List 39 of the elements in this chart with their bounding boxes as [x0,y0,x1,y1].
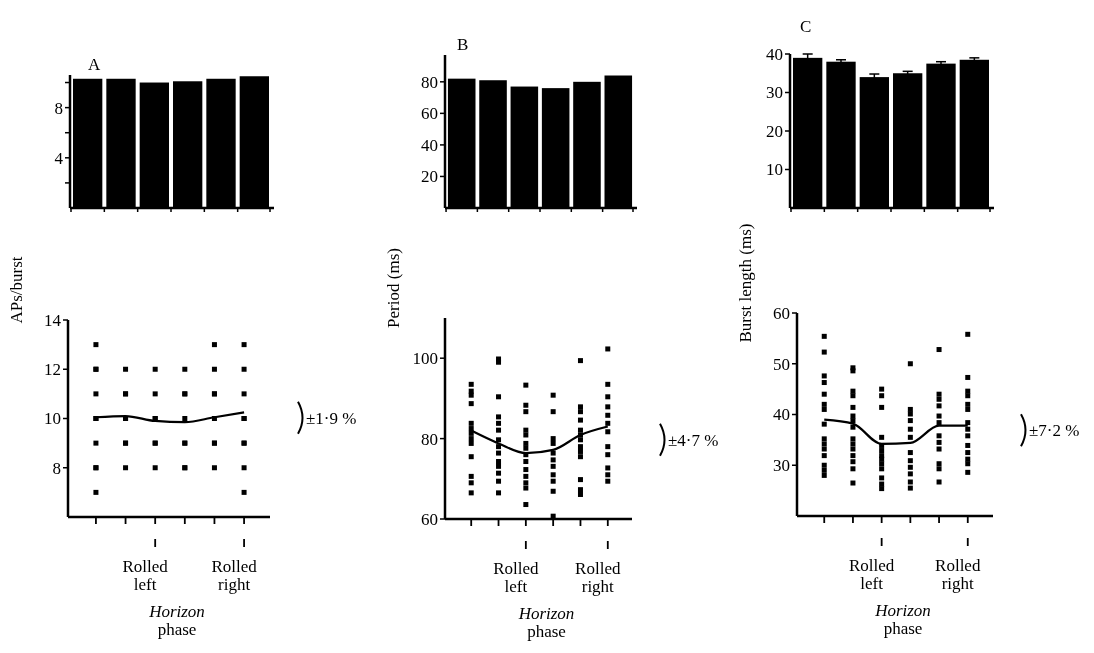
chart-title: A [88,55,101,74]
x-axis-title: Horizon phase [148,602,205,639]
x-axis-title: Horizon phase [874,601,931,638]
y-tick-label: 40 [773,405,790,425]
y-axis-title: APs/burst [7,256,26,324]
x-tick-label: Rolled right [575,559,621,596]
y-tick-label: 80 [421,429,438,449]
x-tick-label: Rolled left [122,557,169,594]
x-tick-label: Rolled right [935,556,981,593]
y-tick-label: 60 [421,509,438,529]
y-tick-label: 12 [44,360,61,380]
y-tick-label: 30 [773,456,790,476]
y-tick-label: 50 [773,354,790,374]
y-tick-label: 4 [54,148,64,168]
y-tick-label: 8 [54,98,63,118]
y-tick-label: 20 [766,121,783,141]
chart-title: B [457,35,469,54]
y-tick-label: 40 [421,135,438,155]
y-tick-label: 20 [421,167,438,187]
y-tick-label: 14 [44,310,62,330]
y-tick-label: 60 [421,104,438,124]
y-tick-label: 100 [412,349,438,369]
y-axis-title: Period (ms) [384,248,403,328]
x-axis-title: Horizon phase [517,604,575,641]
y-tick-label: 80 [421,72,438,92]
y-tick-label: 60 [773,303,790,323]
y-tick-label: 10 [44,409,61,429]
chart-title: C [800,17,812,36]
x-tick-label: Rolled left [848,556,895,593]
x-tick-label: Rolled right [211,557,258,594]
y-tick-label: 40 [766,44,783,64]
y-tick-label: 10 [766,160,783,180]
text: ±1·9 % [306,408,357,428]
x-tick-label: Rolled left [493,559,539,596]
y-axis-title: Burst length (ms) [736,223,755,343]
y-tick-label: 8 [52,458,61,478]
y-tick-label: 30 [766,83,783,103]
text: ±7·2 % [1029,421,1080,441]
text: ±4·7 % [668,430,719,450]
